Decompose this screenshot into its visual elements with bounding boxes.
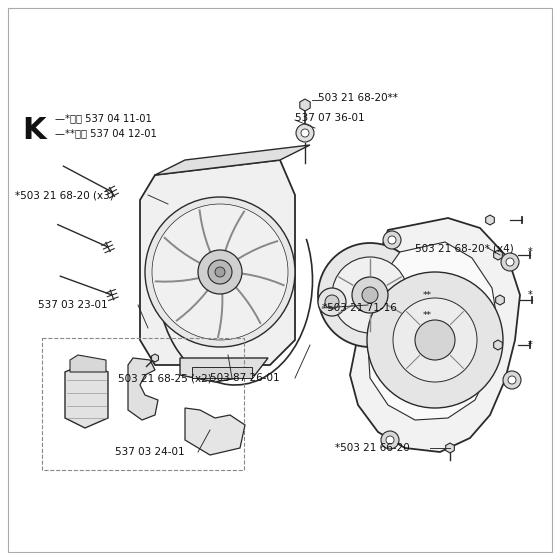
- Text: 537 03 23-01: 537 03 23-01: [38, 300, 108, 310]
- Text: *: *: [528, 340, 533, 350]
- Text: 503 21 68-25 (x2): 503 21 68-25 (x2): [118, 373, 212, 383]
- Text: 503 21 68-20**: 503 21 68-20**: [318, 93, 398, 103]
- Polygon shape: [486, 215, 494, 225]
- Polygon shape: [192, 367, 252, 378]
- Circle shape: [296, 124, 314, 142]
- Text: 503 21 68-20* (x4): 503 21 68-20* (x4): [415, 243, 514, 253]
- Circle shape: [501, 253, 519, 271]
- Circle shape: [152, 204, 288, 340]
- Circle shape: [388, 236, 396, 244]
- Polygon shape: [65, 362, 108, 428]
- Text: —*体型 537 04 11-01: —*体型 537 04 11-01: [55, 113, 152, 123]
- Polygon shape: [446, 443, 454, 453]
- Polygon shape: [152, 354, 158, 362]
- Circle shape: [318, 288, 346, 316]
- Circle shape: [318, 243, 422, 347]
- Polygon shape: [350, 218, 520, 452]
- Circle shape: [381, 431, 399, 449]
- Circle shape: [383, 231, 401, 249]
- Circle shape: [215, 267, 225, 277]
- Circle shape: [503, 371, 521, 389]
- Text: *: *: [528, 290, 533, 300]
- Polygon shape: [494, 340, 502, 350]
- Text: **: **: [423, 291, 432, 300]
- Polygon shape: [155, 145, 310, 175]
- Circle shape: [508, 376, 516, 384]
- Polygon shape: [494, 250, 502, 260]
- Circle shape: [352, 277, 388, 313]
- Polygon shape: [128, 358, 158, 420]
- Text: —**体型 537 04 12-01: —**体型 537 04 12-01: [55, 128, 157, 138]
- Text: *503 21 68-20 (x3): *503 21 68-20 (x3): [15, 190, 114, 200]
- Polygon shape: [185, 408, 245, 455]
- Circle shape: [362, 287, 378, 303]
- Circle shape: [325, 295, 339, 309]
- Text: 503 87 26-01: 503 87 26-01: [210, 373, 279, 383]
- Polygon shape: [300, 99, 310, 111]
- Circle shape: [415, 320, 455, 360]
- Text: *503 21 71-16: *503 21 71-16: [322, 303, 397, 313]
- Text: **: **: [423, 310, 432, 320]
- Text: *: *: [528, 247, 533, 257]
- Circle shape: [393, 298, 477, 382]
- Circle shape: [506, 258, 514, 266]
- Polygon shape: [368, 242, 498, 420]
- Circle shape: [208, 260, 232, 284]
- Polygon shape: [496, 295, 505, 305]
- Text: 537 03 24-01: 537 03 24-01: [115, 447, 185, 457]
- Text: K: K: [22, 115, 45, 144]
- Circle shape: [367, 272, 503, 408]
- Circle shape: [301, 129, 309, 137]
- Circle shape: [198, 250, 242, 294]
- Polygon shape: [70, 355, 106, 372]
- Circle shape: [332, 257, 408, 333]
- Polygon shape: [180, 358, 268, 382]
- Circle shape: [145, 197, 295, 347]
- Polygon shape: [140, 160, 295, 365]
- Text: 537 07 36-01: 537 07 36-01: [295, 113, 365, 123]
- Bar: [42, 338, 244, 470]
- Text: *503 21 66-20: *503 21 66-20: [335, 443, 410, 453]
- Circle shape: [386, 436, 394, 444]
